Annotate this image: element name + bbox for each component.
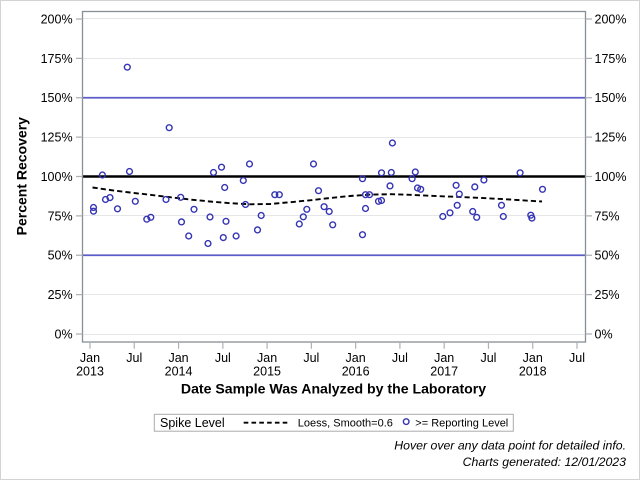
svg-text:Jan: Jan bbox=[434, 351, 454, 365]
svg-text:Loess, Smooth=0.6: Loess, Smooth=0.6 bbox=[298, 417, 393, 429]
svg-text:2015: 2015 bbox=[253, 364, 281, 378]
svg-text:200%: 200% bbox=[595, 12, 627, 26]
svg-text:Date Sample Was Analyzed by th: Date Sample Was Analyzed by the Laborato… bbox=[181, 381, 486, 397]
svg-text:Jul: Jul bbox=[480, 351, 496, 365]
svg-text:Jul: Jul bbox=[569, 351, 585, 365]
svg-text:2013: 2013 bbox=[76, 364, 104, 378]
svg-text:Jul: Jul bbox=[126, 351, 142, 365]
svg-text:Jan: Jan bbox=[346, 351, 366, 365]
svg-text:100%: 100% bbox=[41, 170, 73, 184]
svg-text:>= Reporting Level: >= Reporting Level bbox=[415, 417, 508, 429]
svg-text:Spike Level: Spike Level bbox=[160, 416, 225, 430]
svg-text:75%: 75% bbox=[595, 209, 620, 223]
svg-text:Jan: Jan bbox=[80, 351, 100, 365]
svg-text:Jul: Jul bbox=[215, 351, 231, 365]
svg-text:2017: 2017 bbox=[430, 364, 458, 378]
svg-text:175%: 175% bbox=[41, 52, 73, 66]
svg-text:125%: 125% bbox=[595, 131, 627, 145]
svg-text:Jul: Jul bbox=[392, 351, 408, 365]
svg-text:Jan: Jan bbox=[523, 351, 543, 365]
svg-text:Jan: Jan bbox=[257, 351, 277, 365]
svg-text:25%: 25% bbox=[595, 288, 620, 302]
svg-text:75%: 75% bbox=[48, 209, 73, 223]
svg-text:Percent Recovery: Percent Recovery bbox=[13, 117, 29, 236]
svg-text:0%: 0% bbox=[595, 327, 613, 341]
svg-text:50%: 50% bbox=[48, 249, 73, 263]
svg-text:Charts generated: 12/01/2023: Charts generated: 12/01/2023 bbox=[463, 455, 627, 469]
svg-text:150%: 150% bbox=[41, 91, 73, 105]
svg-text:25%: 25% bbox=[48, 288, 73, 302]
svg-text:Jul: Jul bbox=[303, 351, 319, 365]
svg-text:175%: 175% bbox=[595, 52, 627, 66]
svg-text:Jan: Jan bbox=[168, 351, 188, 365]
svg-text:0%: 0% bbox=[55, 327, 73, 341]
svg-text:200%: 200% bbox=[41, 12, 73, 26]
svg-text:50%: 50% bbox=[595, 249, 620, 263]
svg-text:2016: 2016 bbox=[342, 364, 370, 378]
svg-text:150%: 150% bbox=[595, 91, 627, 105]
svg-text:125%: 125% bbox=[41, 131, 73, 145]
svg-text:100%: 100% bbox=[595, 170, 627, 184]
svg-text:2018: 2018 bbox=[519, 364, 547, 378]
svg-text:Hover over any data point for: Hover over any data point for detailed i… bbox=[394, 438, 626, 452]
svg-text:2014: 2014 bbox=[165, 364, 193, 378]
